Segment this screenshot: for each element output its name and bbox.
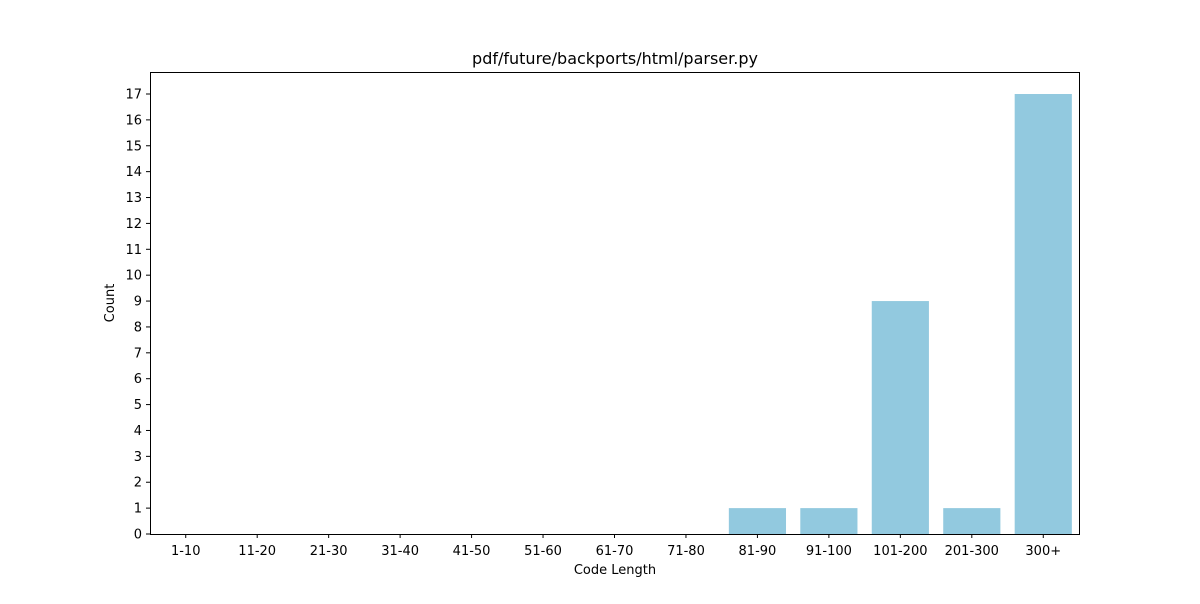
y-tick-label: 9 — [134, 295, 142, 310]
y-axis-label: Count — [103, 284, 118, 323]
y-tick-label: 7 — [134, 346, 142, 361]
x-tick-label: 101-200 — [873, 544, 927, 559]
x-tick-label: 31-40 — [381, 544, 419, 559]
ticks-group: 1-10 11-20 21-30 31-40 41-50 51-60 61-70 71-80 8… — [125, 88, 1061, 560]
y-tick-label: 15 — [125, 139, 142, 154]
y-tick-label: 1 — [134, 502, 142, 517]
x-tick-label: 81-90 — [739, 544, 777, 559]
y-tick-label: 14 — [125, 165, 142, 180]
y-tick-label: 13 — [125, 191, 142, 206]
y-tick-label: 17 — [125, 88, 142, 103]
y-tick-label: 8 — [134, 320, 142, 335]
chart-title: pdf/future/backports/html/parser.py — [472, 49, 758, 68]
x-tick-label: 201-300 — [945, 544, 999, 559]
y-tick-label: 3 — [134, 450, 142, 465]
x-tick-label: 41-50 — [453, 544, 491, 559]
x-tick-label: 21-30 — [310, 544, 348, 559]
y-tick-label: 10 — [125, 269, 142, 284]
bar-81-90 — [728, 508, 787, 534]
bar-91-100 — [800, 508, 858, 534]
bar-201-300 — [943, 508, 1001, 534]
bar-300+ — [1014, 94, 1072, 534]
x-tick-label: 61-70 — [596, 544, 634, 559]
y-tick-label: 0 — [134, 528, 142, 543]
x-tick-label: 71-80 — [667, 544, 705, 559]
y-tick-label: 16 — [125, 113, 142, 128]
plot-frame — [150, 72, 1080, 535]
y-tick-label: 12 — [125, 217, 142, 232]
x-tick-label: 300+ — [1025, 544, 1061, 559]
x-tick-label: 1-10 — [171, 544, 201, 559]
y-tick-label: 5 — [134, 398, 142, 413]
x-axis-label: Code Length — [574, 563, 656, 578]
y-tick-label: 4 — [134, 424, 142, 439]
x-tick-label: 51-60 — [524, 544, 562, 559]
y-tick-label: 6 — [134, 372, 142, 387]
y-tick-label: 2 — [134, 476, 142, 491]
y-tick-label: 11 — [125, 243, 142, 258]
bars-group — [728, 94, 1072, 534]
x-tick-label: 11-20 — [238, 544, 276, 559]
x-tick-label: 91-100 — [806, 544, 852, 559]
bar-101-200 — [871, 301, 929, 534]
